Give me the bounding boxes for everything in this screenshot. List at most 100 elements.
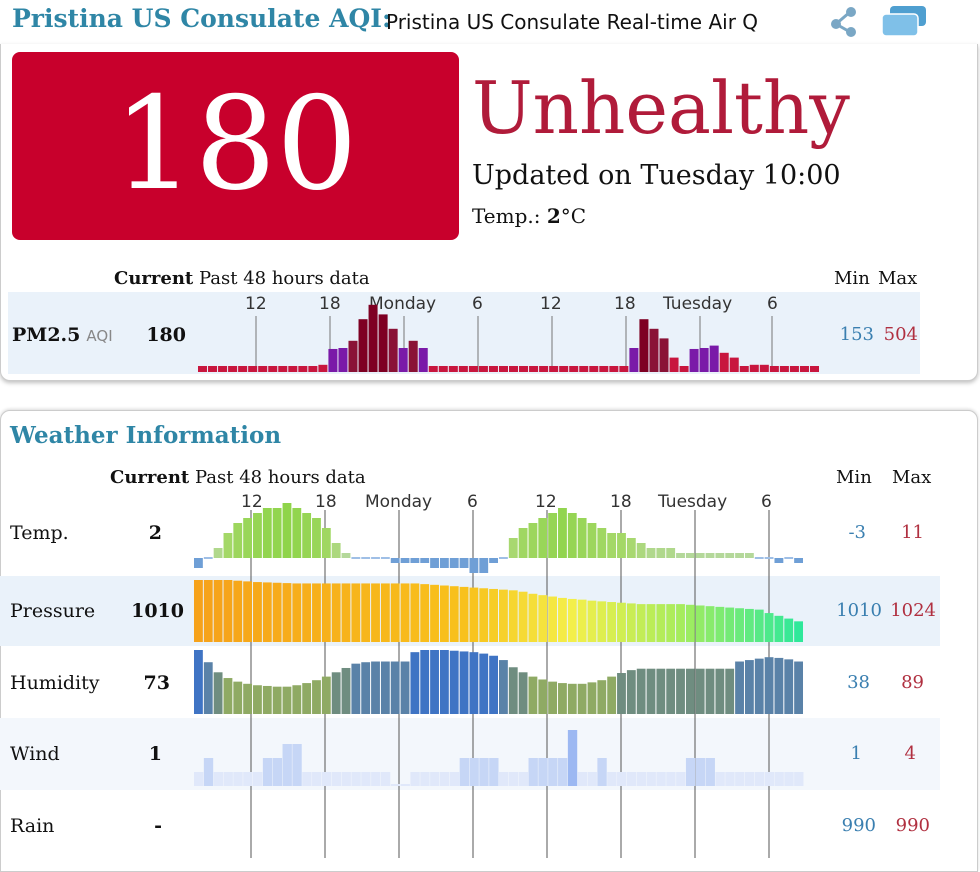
weather-label-humidity: Humidity	[10, 672, 100, 694]
wind-bar	[764, 772, 774, 786]
temp-bar	[656, 548, 666, 558]
temp-bar	[400, 558, 410, 563]
chat-icon[interactable]	[880, 4, 928, 38]
wind-bar	[253, 772, 263, 786]
pm25-row[interactable]	[8, 292, 920, 374]
wind-bar	[725, 772, 735, 786]
pressure-bar	[420, 584, 430, 642]
wind-bar	[449, 772, 460, 786]
current-header: Current	[110, 467, 190, 488]
humidity-bar	[715, 668, 725, 714]
temp-bar	[518, 528, 528, 558]
temp-bar	[754, 557, 764, 559]
pm25-bar	[268, 366, 278, 372]
pm25-bar	[759, 364, 769, 372]
pm25-bar	[238, 366, 248, 372]
pressure-bar	[597, 601, 607, 642]
wind-bar	[685, 758, 696, 786]
humidity-bar	[430, 650, 439, 714]
wind-bar	[439, 772, 450, 786]
weather-label-rain: Rain	[10, 815, 55, 837]
tick-label: 18	[610, 492, 632, 512]
humidity-bar	[794, 661, 803, 714]
wind-bar	[410, 772, 420, 786]
wind-bar	[784, 772, 794, 786]
temp-bar	[567, 513, 577, 558]
pressure-bar	[194, 580, 203, 642]
humidity-bar	[351, 663, 361, 714]
wind-bar	[243, 772, 253, 786]
wind-bar	[262, 758, 273, 786]
tick-label: 12	[535, 492, 557, 512]
temp-bar	[676, 553, 685, 558]
temp-bar	[577, 518, 587, 558]
pm25-bar	[589, 366, 599, 372]
pressure-bar	[646, 604, 656, 642]
wind-bar	[705, 758, 715, 786]
pressure-bar	[705, 606, 715, 642]
temp-bar	[420, 558, 430, 563]
weather-current-pressure: 1010	[131, 600, 184, 622]
pm25-bar	[709, 345, 719, 372]
pm25-bar	[378, 314, 388, 372]
wind-bar	[272, 758, 283, 786]
wind-bar	[676, 772, 686, 786]
pm25-bar	[599, 366, 609, 372]
pressure-bar	[410, 583, 420, 642]
pressure-bar	[371, 583, 380, 642]
wind-bar	[499, 772, 509, 786]
temp-bar	[439, 558, 449, 568]
pm25-bar	[569, 366, 579, 372]
pm25-bar	[699, 348, 709, 372]
pm25-bar	[809, 366, 819, 372]
pm25-bar	[258, 366, 268, 372]
pressure-bar	[203, 580, 213, 642]
aqi-value: 180	[113, 70, 358, 219]
temp-bar	[449, 558, 459, 568]
weather-label-temp: Temp.	[10, 522, 69, 544]
temp-bar	[479, 558, 489, 573]
wind-bar	[213, 772, 224, 786]
temp-bar	[764, 557, 774, 559]
humidity-bar	[656, 668, 666, 714]
pm25-bar	[338, 348, 348, 372]
pressure-bar	[272, 582, 282, 642]
pm25-bar	[519, 366, 529, 372]
humidity-bar	[784, 659, 794, 714]
weather-min-wind: 1	[850, 743, 862, 764]
humidity-bar	[390, 661, 400, 714]
pressure-bar	[213, 580, 223, 642]
wind-bar	[656, 772, 666, 786]
humidity-bar	[439, 650, 449, 714]
max-header: Max	[892, 467, 932, 488]
pm25-bar	[739, 366, 749, 372]
wind-bar	[194, 772, 204, 786]
temp-bar	[607, 533, 617, 558]
temp-bar	[744, 553, 754, 558]
wind-bar	[774, 772, 784, 786]
updated-time: Updated on Tuesday 10:00	[472, 160, 841, 191]
pm25-bar	[579, 366, 589, 372]
share-icon[interactable]	[828, 4, 862, 38]
pressure-bar	[243, 581, 253, 642]
pressure-bar	[656, 604, 666, 642]
pm25-bar	[659, 338, 669, 372]
pm25-bar	[478, 366, 488, 372]
temp-bar	[351, 557, 361, 559]
pressure-bar	[439, 585, 449, 642]
pm25-bar	[779, 366, 789, 372]
temp-bar	[262, 508, 272, 558]
weather-min-humidity: 38	[847, 672, 870, 693]
temp-value: 2	[546, 204, 561, 228]
pressure-bar	[361, 583, 371, 642]
pressure-bar	[508, 590, 518, 642]
humidity-bar	[607, 676, 617, 714]
wind-bar	[735, 772, 745, 786]
wind-bar	[420, 772, 430, 786]
humidity-bar	[410, 652, 420, 714]
pressure-bar	[548, 596, 558, 642]
humidity-bar	[617, 673, 626, 714]
wind-bar	[528, 758, 538, 786]
pressure-bar	[567, 598, 577, 642]
temp-bar	[725, 553, 735, 558]
